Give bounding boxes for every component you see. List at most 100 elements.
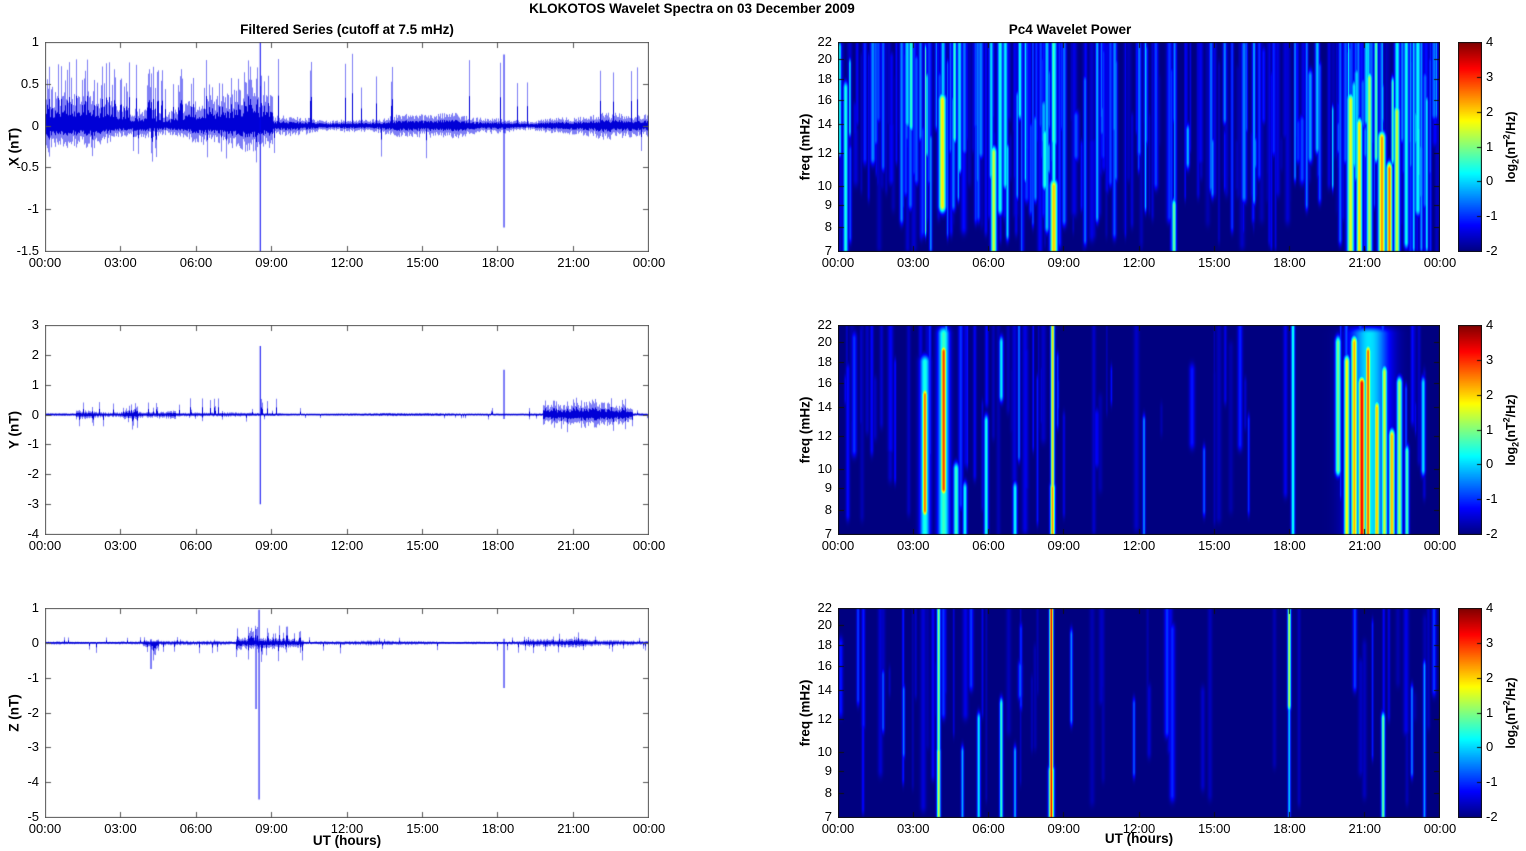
tick-label: 06:00 [179,255,213,270]
tick-label: 0 [1486,739,1494,755]
tick-label: 15:00 [406,255,439,270]
tick-label: -1 [27,436,39,452]
tick-label: 09:00 [255,255,288,270]
tick-label: 3 [1486,68,1494,84]
tick-label: 03:00 [896,821,930,836]
tick-label: -3 [27,739,39,755]
tick-label: 8 [824,501,832,517]
tick-label: 22 [817,600,832,615]
tick-label: 0 [1486,456,1494,472]
tick-label: 10 [817,177,832,193]
tick-label: 03:00 [896,255,930,270]
tick-label: -2 [27,466,39,482]
tick-label: 06:00 [972,538,1005,553]
tick-label: 16 [817,375,832,391]
tick-label: 7 [824,526,832,541]
xlabel-left: UT (hours) [312,833,382,848]
tick-label: 8 [824,784,832,800]
tick-label: -1 [1486,491,1498,507]
tick-label: -2 [1486,526,1498,541]
tick-label: 09:00 [255,538,288,553]
tick-label: 3 [31,317,39,332]
tick-label: 16 [817,92,832,108]
tick-label: 09:00 [1047,538,1081,553]
tick-label: -1 [27,201,39,217]
left-column-title: Filtered Series (cutoff at 7.5 mHz) [240,22,454,37]
tick-label: 00:00 [632,821,666,836]
tick-label: 00:00 [28,255,62,270]
tick-label: 09:00 [1047,255,1081,270]
tick-label: 9 [824,480,832,496]
tick-label: -0.5 [16,159,39,175]
tick-label: 4 [1486,317,1494,332]
tick-label: 00:00 [632,538,666,553]
tick-label: 18:00 [1273,821,1306,836]
y-wavelet-power-heatmap [838,325,1440,535]
tick-label: 12 [817,710,832,726]
tick-label: 14 [817,682,832,698]
tick-label: 1 [1486,421,1494,437]
tick-label: 18:00 [481,255,515,270]
tick-label: 21:00 [1348,255,1382,270]
tick-label: 1 [31,34,39,49]
tick-label: 00:00 [632,255,666,270]
tick-label: -4 [27,526,39,541]
tick-label: 12:00 [330,538,364,553]
tick-label: 16 [817,658,832,674]
tick-label: 12:00 [330,821,364,836]
figure-title: KLOKOTOS Wavelet Spectra on 03 December … [529,1,855,16]
tick-label: 0 [31,406,39,422]
tick-label: 14 [817,399,832,415]
x-filtered-series-plot [45,42,649,252]
tick-label: 21:00 [557,255,590,270]
tick-label: 4 [1486,600,1494,615]
tick-label: 7 [824,243,832,258]
z-filtered-series-plot [45,608,649,818]
tick-label: 14 [817,116,832,132]
tick-label: 3 [1486,634,1494,650]
right-column-title: Pc4 Wavelet Power [1008,22,1132,37]
tick-label: 12:00 [1122,821,1156,836]
tick-label: 06:00 [179,821,213,836]
tick-label: 06:00 [972,821,1005,836]
tick-label: 15:00 [406,821,439,836]
tick-label: 00:00 [821,255,855,270]
tick-label: 10 [817,743,832,759]
tick-label: 9 [824,197,832,213]
colorbar-x [1458,42,1482,252]
tick-label: 7 [824,809,832,824]
tick-label: -5 [27,809,39,824]
tick-label: 1 [31,376,39,392]
tick-label: 2 [1486,669,1494,685]
tick-label: 15:00 [1197,538,1231,553]
tick-label: 0 [31,117,39,133]
tick-label: 18 [817,636,832,652]
tick-label: -2 [27,704,39,720]
tick-label: 0 [1486,173,1494,189]
tick-label: -4 [27,774,39,790]
tick-label: 2 [1486,103,1494,119]
tick-label: 06:00 [972,255,1005,270]
tick-label: 18 [817,353,832,369]
tick-label: -1 [1486,208,1498,224]
tick-label: 18 [817,70,832,86]
tick-label: 03:00 [104,821,137,836]
tick-label: 20 [817,617,832,633]
tick-label: 00:00 [28,821,62,836]
tick-label: 3 [1486,351,1494,367]
tick-label: 4 [1486,34,1494,49]
tick-label: 18:00 [1273,255,1306,270]
tick-label: 00:00 [1423,538,1457,553]
tick-label: 21:00 [557,538,590,553]
tick-label: 15:00 [1197,821,1231,836]
tick-label: 22 [817,317,832,332]
tick-label: 22 [817,34,832,49]
z-wavelet-power-heatmap [838,608,1440,818]
tick-label: 20 [817,334,832,350]
tick-label: -1.5 [16,243,39,258]
tick-label: 21:00 [1348,821,1382,836]
tick-label: -1 [1486,774,1498,790]
colorbar-y [1458,325,1482,535]
tick-label: 00:00 [1423,821,1457,836]
